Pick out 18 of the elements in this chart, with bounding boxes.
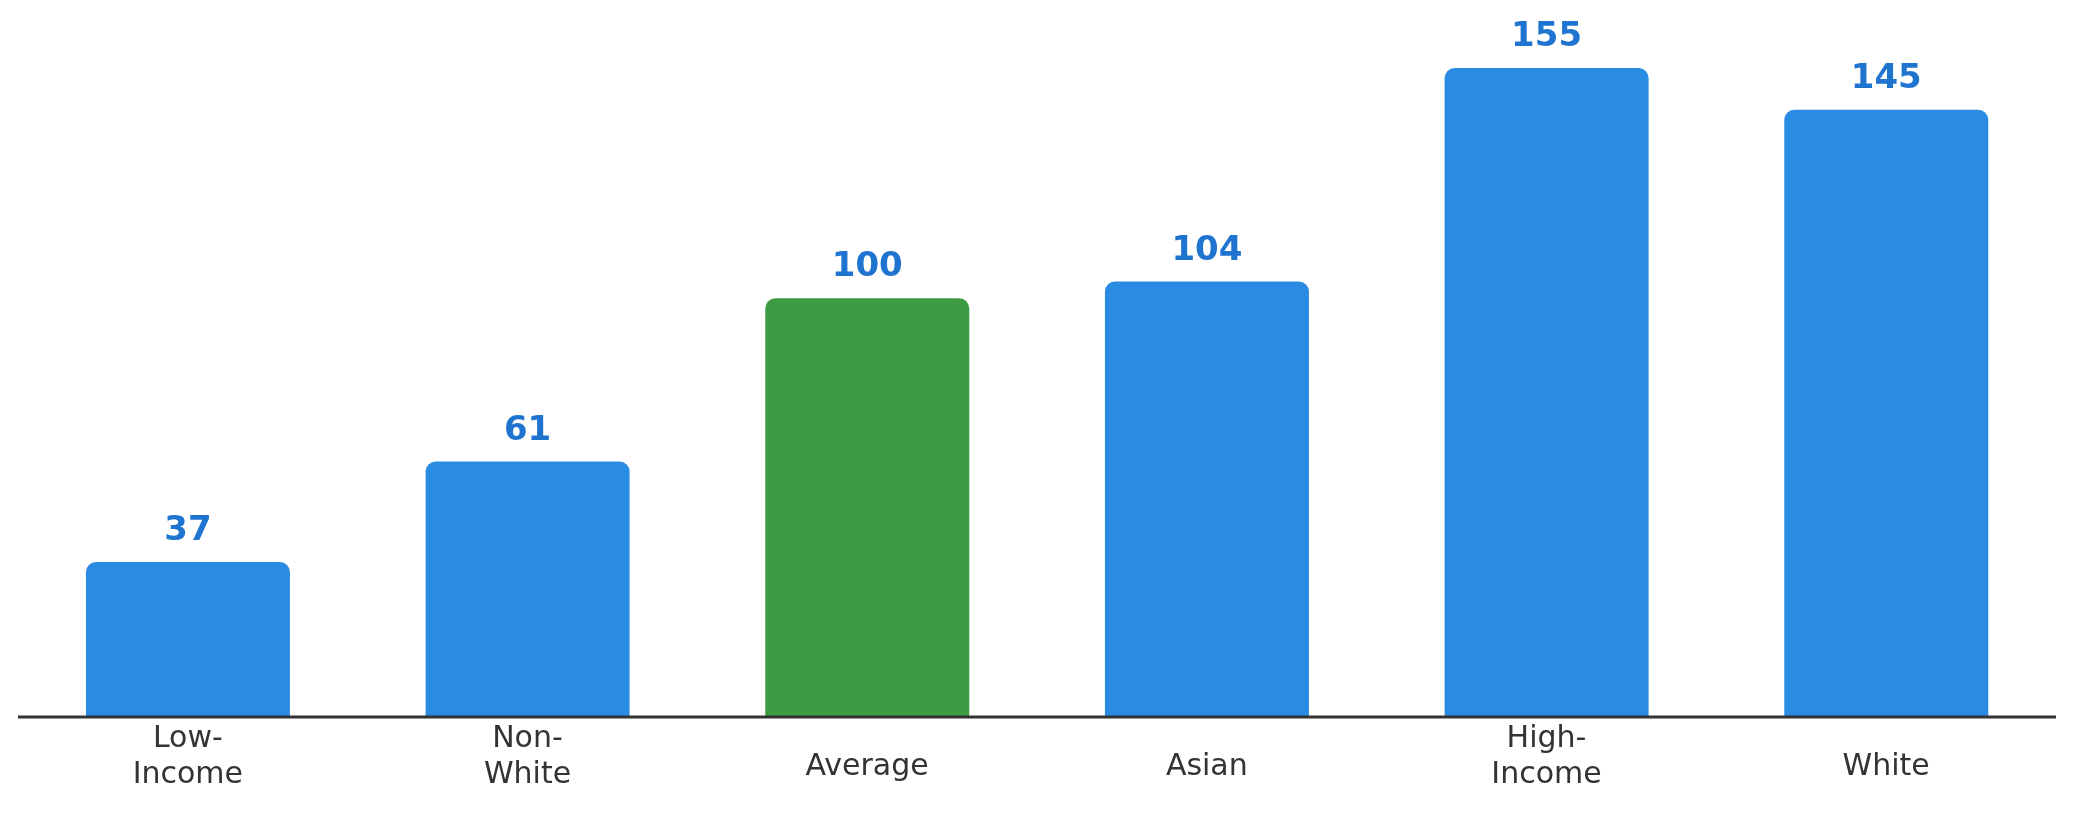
data-label: 100 [831, 244, 903, 285]
data-label: 37 [164, 508, 212, 549]
bar [425, 461, 630, 717]
x-tick-label: High-Income [1491, 719, 1602, 790]
data-label: 61 [503, 407, 552, 448]
bar [85, 562, 290, 717]
x-tick-label: Average [805, 747, 929, 782]
x-tick-label: Non-White [483, 719, 572, 790]
bar [1104, 281, 1309, 717]
data-label: 104 [1171, 227, 1243, 268]
data-label: 155 [1511, 14, 1583, 54]
x-tick-label: Low-Income [132, 719, 244, 790]
bar [1784, 109, 1989, 717]
data-label: 145 [1850, 55, 1922, 96]
bar [765, 298, 970, 717]
bar [1444, 68, 1649, 717]
x-tick-label: White [1842, 747, 1930, 782]
x-tick-label: Asian [1165, 747, 1248, 782]
